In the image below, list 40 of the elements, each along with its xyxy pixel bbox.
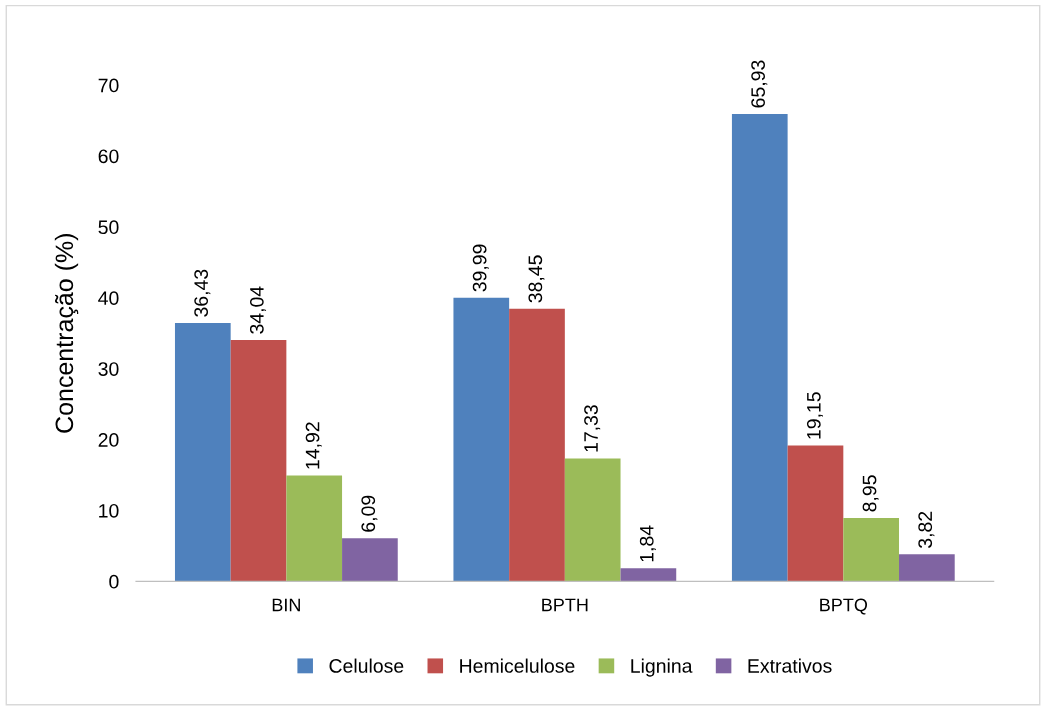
data-label: 6,09 bbox=[361, 495, 378, 532]
bar bbox=[899, 554, 955, 582]
y-tick-label: 30 bbox=[98, 362, 119, 376]
y-tick-label: 0 bbox=[109, 574, 119, 589]
bar bbox=[509, 308, 565, 582]
data-label: 14,92 bbox=[305, 422, 322, 469]
x-tick-label: BPTH bbox=[542, 598, 588, 612]
bar bbox=[787, 445, 844, 582]
x-tick-label: BPTQ bbox=[820, 598, 868, 615]
y-axis-title: Concentração (%) bbox=[54, 234, 79, 433]
y-tick-label: 60 bbox=[98, 149, 119, 164]
bar bbox=[342, 538, 398, 582]
legend-label: Lignina bbox=[631, 658, 693, 677]
legend-label: Extrativos bbox=[748, 658, 832, 673]
data-label: 65,93 bbox=[751, 60, 768, 108]
bar bbox=[230, 340, 287, 582]
y-tick-label: 20 bbox=[98, 433, 119, 447]
data-label: 39,99 bbox=[472, 244, 489, 292]
bar bbox=[843, 517, 900, 582]
bar bbox=[453, 297, 510, 582]
data-label: 17,33 bbox=[584, 405, 601, 452]
data-label: 38,45 bbox=[528, 255, 545, 303]
y-tick-label: 50 bbox=[98, 220, 119, 235]
bar bbox=[620, 568, 677, 582]
legend-label: Celulose bbox=[329, 658, 404, 673]
data-label: 1,84 bbox=[639, 525, 656, 562]
x-tick-label: BIN bbox=[272, 598, 300, 612]
y-tick-label: 40 bbox=[98, 291, 119, 306]
data-label: 19,15 bbox=[806, 392, 823, 439]
data-label: 3,82 bbox=[918, 511, 935, 548]
bar bbox=[286, 475, 343, 582]
bar bbox=[564, 458, 621, 582]
y-tick-label: 10 bbox=[99, 503, 119, 518]
bar bbox=[731, 113, 788, 582]
y-tick-label: 70 bbox=[98, 78, 119, 93]
data-label: 36,43 bbox=[194, 269, 211, 317]
data-label: 34,04 bbox=[249, 286, 267, 334]
legend-label: Hemicelulose bbox=[460, 658, 575, 673]
bar bbox=[174, 323, 231, 582]
data-label: 8,95 bbox=[862, 475, 879, 512]
